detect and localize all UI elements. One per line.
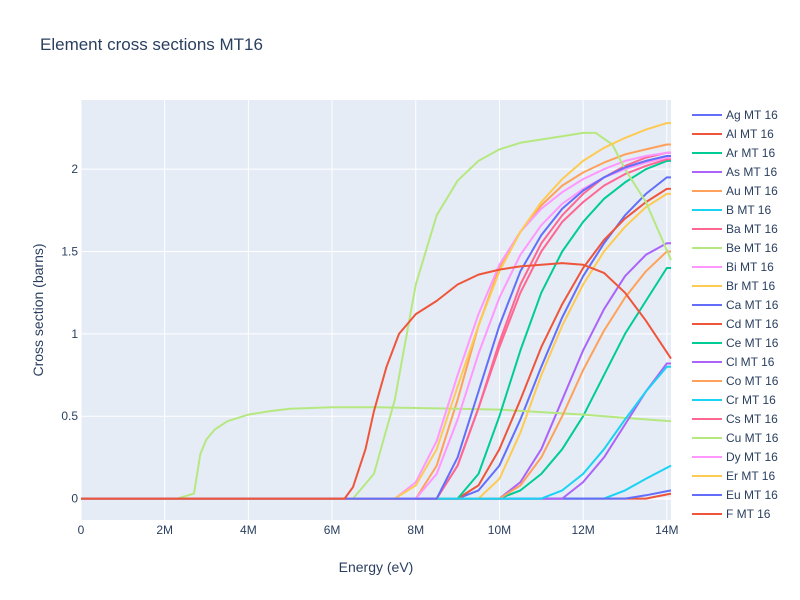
legend-label: Au MT 16 [726, 184, 778, 198]
series-line-3 [81, 242, 671, 500]
legend-label: Al MT 16 [726, 127, 774, 141]
legend-label: F MT 16 [726, 507, 771, 521]
y-axis-title: Cross section (barns) [30, 243, 46, 376]
legend-label: Ag MT 16 [726, 108, 778, 122]
legend-label: Cr MT 16 [726, 393, 776, 407]
series-line-17 [81, 131, 672, 500]
legend-label: Ba MT 16 [726, 222, 778, 236]
legend-label: Br MT 16 [726, 279, 775, 293]
legend-label: Ce MT 16 [726, 336, 779, 350]
legend-label: Eu MT 16 [726, 488, 778, 502]
legend-label: Bi MT 16 [726, 260, 774, 274]
legend-item[interactable]: Be MT 16 [692, 241, 778, 255]
x-tick-label: 12M [571, 523, 594, 537]
legend-label: As MT 16 [726, 165, 777, 179]
series-line-8 [81, 151, 671, 500]
series-line-20 [81, 155, 671, 500]
x-tick-label: 8M [407, 523, 424, 537]
legend-item[interactable]: Cu MT 16 [692, 431, 779, 445]
x-tick-label: 0 [78, 523, 85, 537]
legend-item[interactable]: Ce MT 16 [692, 336, 779, 350]
legend-item[interactable]: Er MT 16 [692, 469, 775, 483]
y-tick-labels: 0 0.5 1 1.5 2 [61, 162, 78, 505]
x-tick-label: 10M [488, 523, 511, 537]
x-tick-labels: 0 2M 4M 6M 8M 10M 12M 14M [78, 523, 679, 537]
legend-item[interactable]: Au MT 16 [692, 184, 778, 198]
x-tick-label: 4M [240, 523, 257, 537]
y-tick-label: 0 [71, 492, 78, 506]
y-tick-label: 1.5 [61, 245, 78, 259]
legend-item[interactable]: As MT 16 [692, 165, 777, 179]
legend-item[interactable]: B MT 16 [692, 203, 771, 217]
series-line-21 [81, 262, 672, 500]
series-line-2 [81, 267, 671, 500]
legend-item[interactable]: Ba MT 16 [692, 222, 778, 236]
series-line-0 [81, 176, 671, 500]
legend-item[interactable]: F MT 16 [692, 507, 771, 521]
y-tick-label: 2 [71, 162, 78, 176]
legend-label: Cu MT 16 [726, 431, 779, 445]
legend-item[interactable]: Bi MT 16 [692, 260, 774, 274]
x-tick-label: 6M [324, 523, 341, 537]
legend-label: Cd MT 16 [726, 317, 779, 331]
plot-area [81, 100, 671, 520]
series-line-15 [81, 365, 671, 500]
legend-label: Be MT 16 [726, 241, 778, 255]
series-line-7 [81, 406, 672, 500]
legend-item[interactable]: Ag MT 16 [692, 108, 778, 122]
legend-label: Cl MT 16 [726, 355, 775, 369]
x-axis-title: Energy (eV) [339, 559, 414, 575]
legend-item[interactable]: Dy MT 16 [692, 450, 778, 464]
chart-title: Element cross sections MT16 [40, 35, 263, 54]
legend-item[interactable]: Cd MT 16 [692, 317, 779, 331]
legend-item[interactable]: Al MT 16 [692, 127, 774, 141]
legend-item[interactable]: Cl MT 16 [692, 355, 775, 369]
x-tick-label: 2M [156, 523, 173, 537]
series-line-12 [81, 159, 671, 500]
legend-label: Dy MT 16 [726, 450, 778, 464]
legend-label: Cs MT 16 [726, 412, 778, 426]
legend-item[interactable]: Cr MT 16 [692, 393, 776, 407]
series-line-16 [81, 158, 671, 500]
legend-label: Co MT 16 [726, 374, 779, 388]
legend-item[interactable]: Ca MT 16 [692, 298, 779, 312]
series-line-13 [81, 362, 671, 500]
series-line-4 [81, 143, 671, 500]
series-line-18 [81, 156, 671, 500]
legend-label: B MT 16 [726, 203, 771, 217]
legend-item[interactable]: Ar MT 16 [692, 146, 775, 160]
x-tick-label: 14M [655, 523, 678, 537]
y-tick-label: 1 [71, 327, 78, 341]
y-tick-label: 0.5 [61, 409, 78, 423]
legend-item[interactable]: Co MT 16 [692, 374, 779, 388]
series-line-9 [81, 192, 671, 500]
series-line-14 [81, 250, 671, 500]
line-layer [81, 122, 672, 500]
legend-label: Ar MT 16 [726, 146, 775, 160]
legend: Ag MT 16 Al MT 16 Ar MT 16 As MT 16 Au MT 16… [692, 108, 779, 521]
legend-label: Er MT 16 [726, 469, 775, 483]
legend-item[interactable]: Eu MT 16 [692, 488, 778, 502]
legend-item[interactable]: Br MT 16 [692, 279, 775, 293]
legend-label: Ca MT 16 [726, 298, 779, 312]
series-line-19 [81, 122, 671, 500]
legend-item[interactable]: Cs MT 16 [692, 412, 778, 426]
